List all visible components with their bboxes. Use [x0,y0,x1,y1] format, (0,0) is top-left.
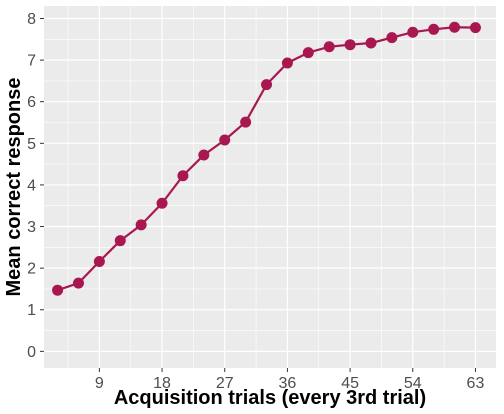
x-tick-label: 63 [467,375,485,392]
y-tick-label: 8 [27,11,36,28]
y-tick-label: 0 [27,344,36,361]
y-tick-label: 4 [27,177,36,194]
data-point [135,219,147,231]
series-line [52,21,481,296]
data-point [344,39,356,51]
data-point [156,197,168,209]
data-point [114,235,126,247]
data-point [365,37,377,49]
x-axis: 9 18 27 36 45 54 63 [95,368,485,392]
y-tick-label: 6 [27,94,36,111]
x-axis-title: Acquisition trials (every 3rd trial) [114,387,426,409]
x-tick-label: 27 [216,375,234,392]
data-point [52,284,64,296]
x-tick-label: 36 [279,375,297,392]
y-tick-label: 2 [27,261,36,278]
x-tick-label: 54 [404,375,422,392]
y-tick-label: 1 [27,302,36,319]
data-point [407,26,419,38]
gridlines [44,6,496,368]
y-tick-label: 3 [27,219,36,236]
data-point [72,277,84,289]
data-point [198,149,210,161]
data-point [219,134,231,146]
data-point [281,57,293,69]
data-point [177,170,189,182]
data-point [240,116,252,128]
plot-panel [44,6,496,368]
y-axis-title: Mean correct response [3,78,25,297]
y-tick-label: 7 [27,53,36,70]
data-point [449,21,461,33]
data-point [469,22,481,34]
data-point [93,255,105,267]
data-point [302,47,314,59]
x-tick-label: 45 [341,375,359,392]
y-axis: 0 1 2 3 4 5 6 7 8 [27,11,44,361]
data-point [386,32,398,44]
data-point [323,41,335,53]
y-tick-label: 5 [27,136,36,153]
data-point [261,79,273,91]
x-tick-label: 18 [153,375,171,392]
x-tick-label: 9 [95,375,104,392]
data-point [428,23,440,35]
